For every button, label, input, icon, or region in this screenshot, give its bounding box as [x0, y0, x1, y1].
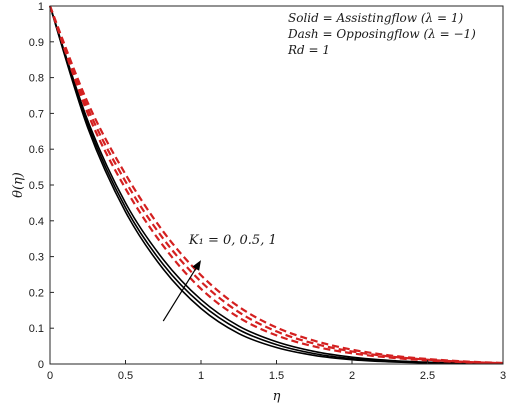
- x-tick-label: 0.5: [118, 370, 133, 382]
- y-tick-label: 0: [38, 359, 44, 371]
- series-line-dash-3: [48, 5, 504, 365]
- y-tick-label: 0.1: [29, 323, 44, 335]
- y-tick-label: 0.6: [29, 144, 44, 156]
- series-line-solid-1: [49, 5, 504, 365]
- k1-annotation: K₁ = 0, 0.5, 1: [162, 233, 277, 322]
- y-tick-label: 0.7: [29, 108, 44, 120]
- plot-marks: [48, 5, 504, 365]
- y-tick-label: 0.4: [29, 216, 44, 228]
- series-line-dash-4: [48, 5, 504, 365]
- x-tick-label: 2.5: [420, 370, 435, 382]
- k1-arrow-head: [192, 260, 201, 271]
- axis-ticks: 0 0.5 1 1.5 2 2.5 3 0 0.1 0.2 0.3 0.4 0.5 0.6 0.7 0.8 0.…: [29, 1, 506, 382]
- series-line-solid-0: [49, 5, 504, 365]
- plot-frame: [49, 5, 504, 365]
- y-axis-label: θ(η): [11, 172, 26, 198]
- y-tick-label: 0.5: [29, 180, 44, 192]
- k1-annotation-text: K₁ = 0, 0.5, 1: [188, 233, 277, 248]
- series-line-dash-5: [48, 5, 504, 365]
- y-tick-label: 0.3: [29, 252, 44, 264]
- x-tick-label: 2: [349, 370, 355, 382]
- legend: Solid = Assistingflow (λ = 1) Dash = Opp…: [287, 11, 476, 57]
- x-tick-label: 1.5: [269, 370, 284, 382]
- legend-line-rd: Rd = 1: [287, 43, 330, 57]
- y-tick-label: 1: [38, 1, 44, 13]
- x-tick-label: 1: [198, 370, 204, 382]
- y-tick-label: 0.2: [29, 287, 44, 299]
- series-line-solid-2: [49, 5, 504, 365]
- y-tick-label: 0.9: [29, 37, 44, 49]
- legend-line-solid: Solid = Assistingflow (λ = 1): [288, 11, 463, 25]
- y-tick-label: 0.8: [29, 73, 44, 85]
- x-tick-label: 3: [500, 370, 506, 382]
- x-tick-label: 0: [47, 370, 53, 382]
- legend-line-dash: Dash = Opposingflow (λ = −1): [287, 27, 476, 41]
- x-axis-label: η: [273, 389, 281, 404]
- k1-arrow: [162, 268, 197, 322]
